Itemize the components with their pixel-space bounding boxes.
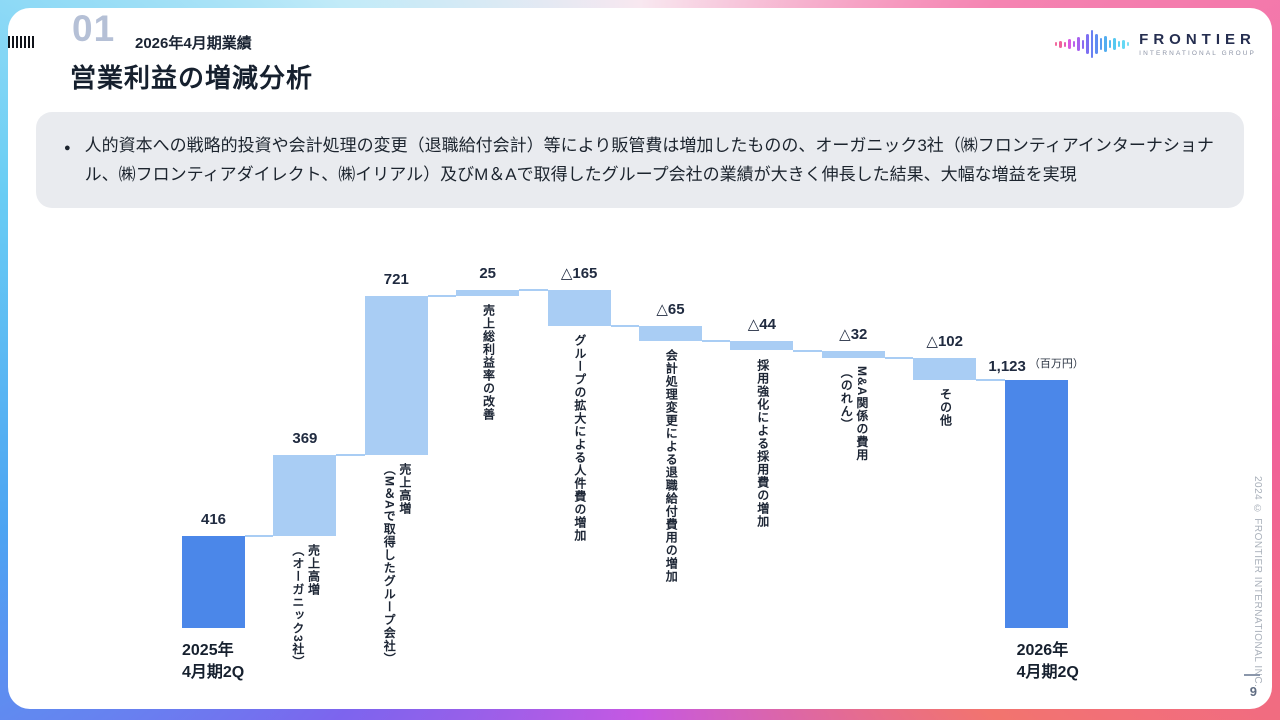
- waterfall-bar: [1004, 380, 1068, 628]
- waterfall-bar: [456, 290, 520, 296]
- bar-category-label: M&A関係の費用 （のれん）: [839, 365, 869, 461]
- connector-line: [245, 535, 274, 538]
- waterfall-bar: [182, 536, 245, 628]
- page-title: 営業利益の増減分析: [70, 63, 314, 93]
- bar-value-label: △65: [656, 301, 685, 319]
- waterfall-bar: [730, 340, 794, 351]
- bar-value-label: △32: [839, 325, 868, 343]
- connector-line: [702, 339, 731, 342]
- section-number: 01: [72, 8, 116, 49]
- axis-label-end: 2026年 4月期2Q: [1016, 642, 1079, 682]
- connector-line: [336, 453, 365, 456]
- waterfall-bar: [913, 357, 977, 380]
- bar-category-label: 売上高増 （M＆Aで取得したグループ会社）: [382, 462, 412, 666]
- bar-category-label: 採用強化による採用費の増加: [755, 358, 770, 528]
- connector-line: [519, 289, 548, 291]
- bullet-icon: ●: [64, 142, 71, 154]
- bar-category-label: 売上高増 （オーガニック3社）: [290, 544, 321, 669]
- bar-value-label: 25: [479, 265, 497, 282]
- slide-card: 01 2026年4月期業績 営業利益の増減分析 FRONTIER INTERNA…: [8, 8, 1272, 709]
- bar-value-label: 369: [292, 429, 318, 447]
- bar-category-label: グループの拡大による人件費の増加: [572, 334, 587, 543]
- logo-name: FRONTIER: [1139, 31, 1256, 48]
- section-label: 2026年4月期業績: [135, 35, 252, 52]
- waterfall-chart: 416 369 売上高増 （オーガニック3社） 721 売上高増 （M＆Aで取得したグル…: [153, 260, 1103, 690]
- copyright-text: 2024 © FRONTIER INTERNATIONAL INC.: [1252, 476, 1263, 688]
- logo-text: FRONTIER INTERNATIONAL GROUP: [1139, 31, 1256, 57]
- unit-label: （百万円）: [1028, 358, 1084, 370]
- bar-value-label: 1,123 （百万円）: [988, 358, 1084, 375]
- connector-line: [427, 294, 457, 297]
- bar-value-label: 721: [383, 270, 409, 288]
- page-number: 9: [1249, 684, 1257, 699]
- bar-value-label: △44: [747, 315, 777, 333]
- connector-line: [793, 349, 822, 352]
- waveform-icon: [1054, 26, 1130, 62]
- connector-line: [884, 356, 914, 359]
- summary-text: 人的資本への戦略的投資や会計処理の変更（退職給付会計）等により販管費は増加したも…: [84, 136, 1214, 185]
- bar-category-label: 会計処理変更による退職給付費用の増加: [664, 348, 679, 583]
- connector-line: [610, 325, 639, 328]
- bar-category-label: その他: [938, 388, 953, 427]
- waterfall-bar: [547, 290, 611, 327]
- waterfall-bar: [821, 350, 885, 358]
- page-divider: [1244, 674, 1260, 676]
- bar-value-label: 416: [200, 511, 227, 529]
- summary-box: ● 人的資本への戦略的投資や会計処理の変更（退職給付会計）等により販管費は増加し…: [36, 112, 1244, 209]
- axis-label-start: 2025年 4月期2Q: [182, 642, 245, 682]
- waterfall-bar: [273, 454, 337, 537]
- waterfall-bar: [364, 295, 428, 455]
- waterfall-bar: [639, 326, 702, 341]
- bar-value-label: △165: [560, 265, 598, 282]
- barcode-icon: [8, 36, 34, 48]
- company-logo: FRONTIER INTERNATIONAL GROUP: [1054, 26, 1256, 62]
- bar-value-label: △102: [926, 332, 963, 350]
- connector-line: [976, 379, 1005, 381]
- bar-category-label: 売上総利益率の改善: [481, 303, 496, 421]
- logo-subtitle: INTERNATIONAL GROUP: [1139, 50, 1256, 57]
